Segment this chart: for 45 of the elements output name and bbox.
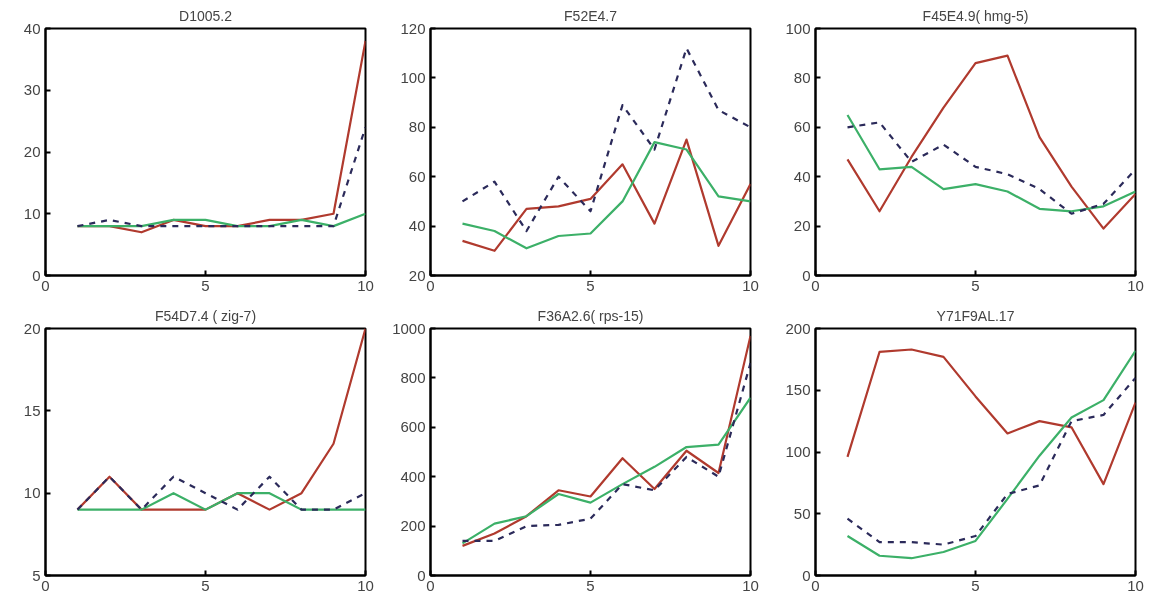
x-tick-label: 10: [357, 276, 374, 294]
y-tick-label: 40: [793, 167, 811, 185]
y-tick-label: 600: [400, 418, 426, 436]
x-tick-label: 5: [971, 576, 980, 594]
y-tick-label: 200: [785, 319, 811, 337]
y-tick-label: 50: [793, 504, 811, 522]
y-tick-label: 100: [785, 19, 811, 37]
chart-title: Y71F9AL.17: [936, 307, 1015, 324]
y-tick-label: 400: [400, 467, 426, 485]
chart-title: D1005.2: [179, 7, 233, 24]
chart-title: F52E4.7: [564, 7, 618, 24]
y-tick-label: 120: [400, 19, 426, 37]
x-tick-label: 10: [357, 576, 374, 594]
y-tick-label: 15: [23, 401, 41, 419]
y-tick-label: 60: [408, 167, 426, 185]
y-tick-label: 1000: [392, 319, 426, 337]
x-tick-label: 10: [742, 576, 759, 594]
y-tick-label: 40: [408, 217, 426, 235]
x-tick-label: 10: [1127, 576, 1144, 594]
y-tick-label: 150: [785, 381, 811, 399]
y-tick-label: 80: [793, 68, 811, 86]
chart-title: F36A2.6( rps-15): [537, 307, 644, 324]
y-tick-label: 40: [23, 19, 41, 37]
y-tick-label: 30: [23, 81, 41, 99]
chart-title: F45E4.9( hmg-5): [922, 7, 1029, 24]
x-tick-label: 5: [201, 276, 210, 294]
x-tick-label: 5: [586, 276, 595, 294]
y-tick-label: 20: [23, 143, 41, 160]
x-tick-label: 5: [201, 576, 210, 594]
y-tick-label: 100: [400, 68, 426, 86]
y-tick-label: 80: [408, 118, 426, 136]
x-tick-label: 5: [971, 276, 980, 294]
x-tick-label: 10: [1127, 276, 1144, 294]
x-tick-label: 5: [586, 576, 595, 594]
chart-title: F54D7.4 ( zig-7): [154, 307, 257, 324]
x-tick-label: 10: [742, 276, 759, 294]
y-tick-label: 800: [400, 368, 426, 386]
y-tick-label: 10: [23, 204, 41, 222]
y-tick-label: 100: [785, 443, 811, 460]
y-tick-label: 60: [793, 118, 811, 136]
y-tick-label: 20: [793, 217, 811, 235]
y-tick-label: 20: [23, 319, 41, 337]
y-tick-label: 20: [408, 266, 426, 284]
y-tick-label: 10: [23, 484, 41, 502]
y-tick-label: 200: [400, 517, 426, 535]
